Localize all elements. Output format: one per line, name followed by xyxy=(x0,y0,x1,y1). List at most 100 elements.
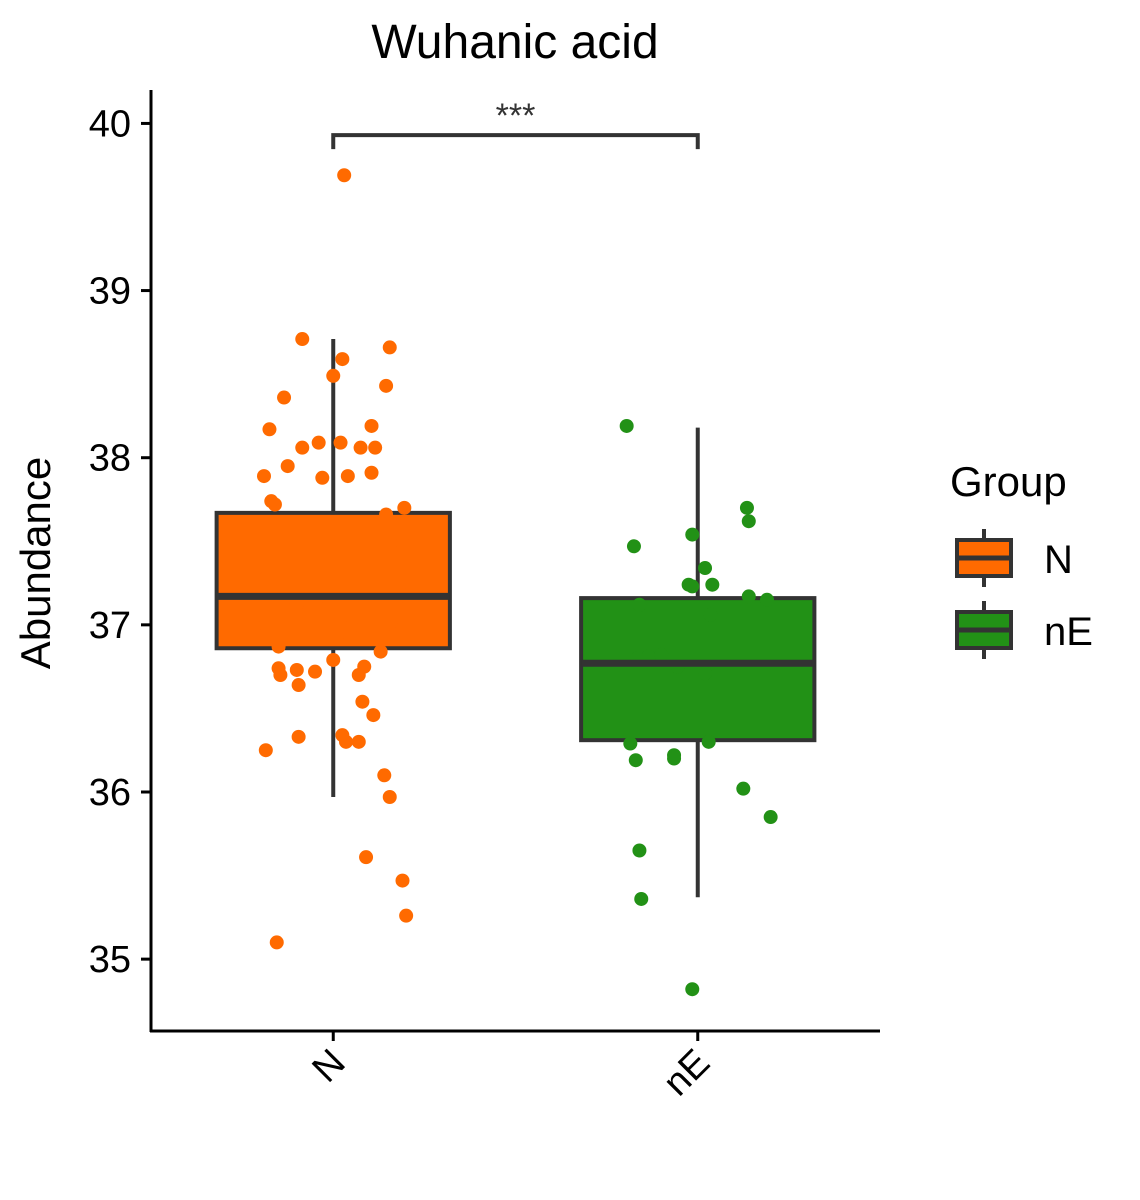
point-ne-17 xyxy=(698,666,713,681)
point-n-12 xyxy=(333,435,348,450)
point-n-6 xyxy=(295,440,310,455)
point-ne-22 xyxy=(701,734,716,749)
point-ne-24 xyxy=(763,810,778,825)
point-n-29 xyxy=(258,617,273,632)
legend-label-n: N xyxy=(1044,538,1073,582)
point-n-28 xyxy=(264,494,279,509)
chart-title: Wuhanic acid xyxy=(371,16,658,69)
point-n-27 xyxy=(258,571,273,586)
point-n-55 xyxy=(395,873,410,888)
point-n-52 xyxy=(377,768,392,783)
point-n-24 xyxy=(390,599,405,614)
point-n-39 xyxy=(291,678,306,693)
point-n-35 xyxy=(344,619,359,634)
point-n-2 xyxy=(262,422,277,437)
y-axis-ticks: 35 36 37 38 39 40 xyxy=(89,103,151,981)
y-tick-label-0: 35 xyxy=(89,939,131,981)
point-n-5 xyxy=(295,332,310,347)
point-n-53 xyxy=(382,790,397,805)
point-n-43 xyxy=(357,659,372,674)
x-tick-label-n: N xyxy=(305,1042,354,1091)
point-n-56 xyxy=(399,908,414,923)
y-tick-label-5: 40 xyxy=(89,103,131,145)
point-ne-21 xyxy=(667,748,682,763)
point-n-16 xyxy=(368,440,383,455)
point-n-37 xyxy=(273,667,288,682)
legend-key-ne xyxy=(955,601,1013,659)
x-tick-label-ne: nE xyxy=(656,1042,719,1105)
legend-key-n xyxy=(955,529,1013,587)
point-n-9 xyxy=(326,368,341,383)
legend-title: Group xyxy=(950,458,1067,505)
point-ne-9 xyxy=(685,527,700,542)
legend-label-ne: nE xyxy=(1044,610,1093,654)
point-n-47 xyxy=(258,743,273,758)
point-ne-26 xyxy=(634,891,649,906)
legend: Group N nE xyxy=(950,458,1093,659)
point-n-44 xyxy=(373,644,388,659)
point-n-1 xyxy=(256,469,271,484)
point-ne-25 xyxy=(632,843,647,858)
y-axis-label: Abundance xyxy=(12,457,59,670)
point-ne-2 xyxy=(632,597,647,612)
point-ne-5 xyxy=(654,647,669,662)
box-ne xyxy=(579,596,817,743)
point-n-22 xyxy=(395,535,410,550)
point-n-11 xyxy=(337,168,352,183)
point-n-21 xyxy=(397,500,412,515)
point-ne-15 xyxy=(741,589,756,604)
series-ne xyxy=(579,418,817,997)
point-ne-14 xyxy=(741,514,756,529)
point-ne-11 xyxy=(705,577,720,592)
point-n-19 xyxy=(364,465,379,480)
y-tick-label-2: 37 xyxy=(89,605,131,647)
point-n-15 xyxy=(364,418,379,433)
point-n-50 xyxy=(339,734,354,749)
point-n-8 xyxy=(315,470,330,485)
point-ne-23 xyxy=(736,781,751,796)
point-n-18 xyxy=(382,340,397,355)
point-n-31 xyxy=(271,639,286,654)
point-ne-10 xyxy=(698,561,713,576)
plot-area: *** xyxy=(214,97,817,997)
point-n-10 xyxy=(335,352,350,367)
point-n-20 xyxy=(379,507,394,522)
point-n-26 xyxy=(388,627,403,642)
y-tick-label-3: 38 xyxy=(89,438,131,480)
point-ne-27 xyxy=(685,982,700,997)
point-n-14 xyxy=(353,440,368,455)
point-ne-1 xyxy=(626,539,641,554)
point-n-32 xyxy=(289,597,304,612)
point-n-40 xyxy=(308,664,323,679)
series-n xyxy=(214,168,452,950)
point-ne-0 xyxy=(619,418,634,433)
point-n-7 xyxy=(311,435,326,450)
point-n-38 xyxy=(289,662,304,677)
point-ne-18 xyxy=(623,736,638,751)
point-ne-12 xyxy=(703,607,718,622)
point-n-34 xyxy=(329,629,344,644)
point-ne-13 xyxy=(739,500,754,515)
point-ne-19 xyxy=(628,753,643,768)
point-ne-16 xyxy=(760,592,775,607)
point-n-45 xyxy=(355,694,370,709)
point-n-51 xyxy=(351,734,366,749)
point-n-57 xyxy=(269,935,284,950)
point-ne-8 xyxy=(685,579,700,594)
point-n-13 xyxy=(340,469,355,484)
y-tick-label-1: 36 xyxy=(89,772,131,814)
point-n-4 xyxy=(280,459,295,474)
point-n-17 xyxy=(379,378,394,393)
significance-bracket: *** xyxy=(331,97,700,150)
y-tick-label-4: 39 xyxy=(89,271,131,313)
significance-label: *** xyxy=(496,97,536,135)
significance-line xyxy=(331,133,700,150)
point-n-3 xyxy=(277,390,292,405)
point-n-48 xyxy=(291,729,306,744)
box-n xyxy=(214,510,452,651)
point-n-46 xyxy=(366,708,381,723)
point-n-41 xyxy=(326,652,341,667)
point-n-54 xyxy=(359,850,374,865)
